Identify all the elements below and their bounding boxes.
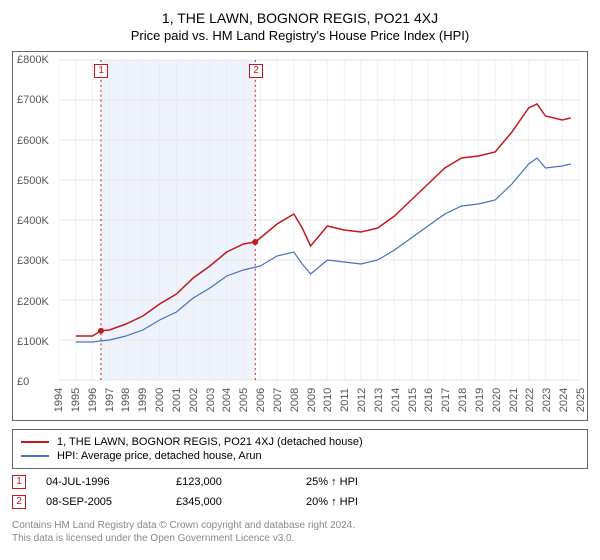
transaction-row: 2 08-SEP-2005£345,00020% ↑ HPI xyxy=(12,495,588,509)
chart-container: £0 £100K £200K £300K £400K £500K £600K £700K £80… xyxy=(12,51,588,421)
x-axis-label: 2009 xyxy=(306,385,318,415)
x-axis-label: 2005 xyxy=(238,385,250,415)
x-axis-label: 2018 xyxy=(457,385,469,415)
transaction-delta: 25% ↑ HPI xyxy=(306,476,436,488)
x-axis-label: 2023 xyxy=(541,385,553,415)
x-axis-label: 2011 xyxy=(339,385,351,415)
legend: 1, THE LAWN, BOGNOR REGIS, PO21 4XJ (det… xyxy=(12,429,588,469)
plot-area xyxy=(59,60,579,380)
x-axis-label: 1999 xyxy=(137,385,149,415)
x-axis-label: 2000 xyxy=(154,385,166,415)
transaction-date: 08-SEP-2005 xyxy=(46,496,176,508)
chart-svg xyxy=(59,60,579,380)
footer-line-2: This data is licensed under the Open Gov… xyxy=(12,532,588,545)
footer-attrib: Contains HM Land Registry data © Crown c… xyxy=(12,519,588,545)
footer-line-1: Contains HM Land Registry data © Crown c… xyxy=(12,519,588,532)
x-axis-label: 1998 xyxy=(120,385,132,415)
x-axis-label: 2015 xyxy=(407,385,419,415)
chart-marker-2: 2 xyxy=(249,64,263,78)
transaction-date: 04-JUL-1996 xyxy=(46,476,176,488)
transaction-point xyxy=(252,239,258,245)
transaction-price: £123,000 xyxy=(176,476,306,488)
y-axis-label: £100K xyxy=(17,336,49,348)
legend-swatch xyxy=(21,455,49,457)
x-axis-label: 2022 xyxy=(524,385,536,415)
x-axis-label: 2016 xyxy=(423,385,435,415)
x-axis-label: 2017 xyxy=(440,385,452,415)
x-axis-label: 2004 xyxy=(221,385,233,415)
x-axis-label: 2007 xyxy=(272,385,284,415)
legend-label: 1, THE LAWN, BOGNOR REGIS, PO21 4XJ (det… xyxy=(57,436,363,448)
legend-item: HPI: Average price, detached house, Arun xyxy=(21,450,579,462)
x-axis-label: 2002 xyxy=(188,385,200,415)
x-axis-label: 2003 xyxy=(205,385,217,415)
y-axis-label: £400K xyxy=(17,215,49,227)
chart-subtitle: Price paid vs. HM Land Registry's House … xyxy=(12,28,588,43)
x-axis-label: 1997 xyxy=(104,385,116,415)
transaction-marker: 2 xyxy=(12,495,26,509)
x-axis-label: 2010 xyxy=(322,385,334,415)
x-axis-label: 1995 xyxy=(70,385,82,415)
y-axis-label: £600K xyxy=(17,135,49,147)
legend-swatch xyxy=(21,441,49,443)
x-axis-label: 2014 xyxy=(390,385,402,415)
y-axis-label: £800K xyxy=(17,54,49,66)
x-axis-label: 2012 xyxy=(356,385,368,415)
x-axis-label: 2006 xyxy=(255,385,267,415)
y-axis-label: £0 xyxy=(17,376,29,388)
y-axis-label: £500K xyxy=(17,175,49,187)
x-axis-label: 2008 xyxy=(289,385,301,415)
transaction-delta: 20% ↑ HPI xyxy=(306,496,436,508)
x-axis-label: 1996 xyxy=(87,385,99,415)
legend-label: HPI: Average price, detached house, Arun xyxy=(57,450,262,462)
x-axis-label: 2019 xyxy=(474,385,486,415)
legend-item: 1, THE LAWN, BOGNOR REGIS, PO21 4XJ (det… xyxy=(21,436,579,448)
transaction-point xyxy=(98,328,104,334)
x-axis-label: 2013 xyxy=(373,385,385,415)
y-axis-label: £700K xyxy=(17,94,49,106)
y-axis-label: £200K xyxy=(17,296,49,308)
x-axis-label: 2020 xyxy=(491,385,503,415)
x-axis-label: 1994 xyxy=(53,385,65,415)
x-axis-label: 2021 xyxy=(508,385,520,415)
chart-title: 1, THE LAWN, BOGNOR REGIS, PO21 4XJ xyxy=(12,10,588,26)
x-axis-label: 2025 xyxy=(575,385,587,415)
y-axis-label: £300K xyxy=(17,255,49,267)
transaction-marker: 1 xyxy=(12,475,26,489)
x-axis-label: 2001 xyxy=(171,385,183,415)
transaction-row: 1 04-JUL-1996£123,00025% ↑ HPI xyxy=(12,475,588,489)
chart-marker-1: 1 xyxy=(94,64,108,78)
transaction-price: £345,000 xyxy=(176,496,306,508)
x-axis-label: 2024 xyxy=(558,385,570,415)
